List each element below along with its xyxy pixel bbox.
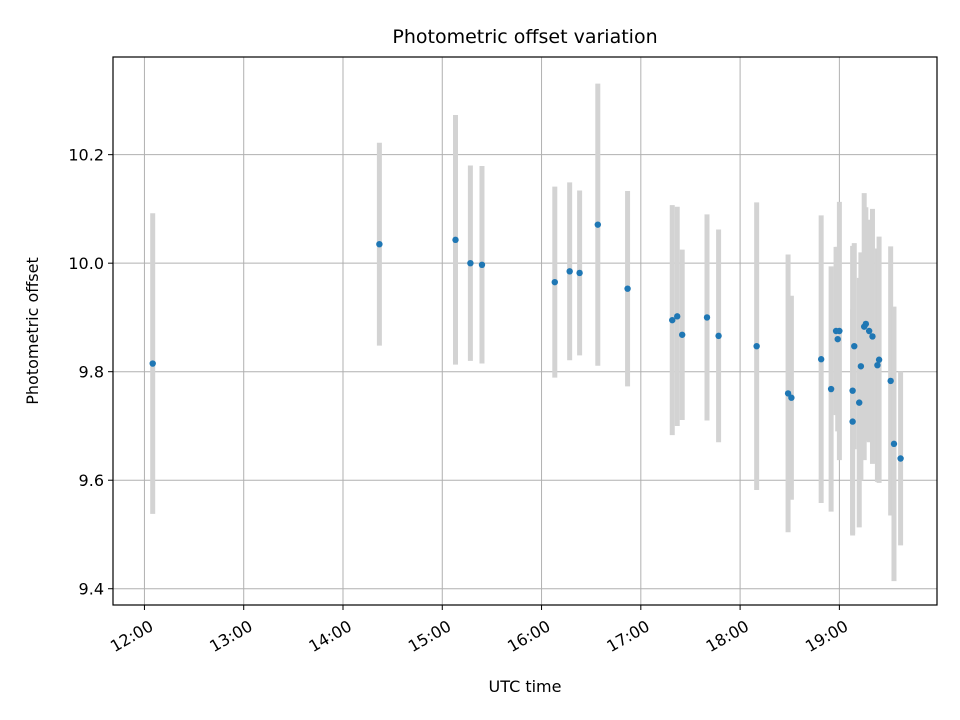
y-tick-label: 10.0 (68, 254, 104, 273)
data-point (576, 269, 583, 277)
data-point (149, 360, 156, 367)
data-point (856, 399, 863, 406)
data-point (851, 342, 858, 350)
data-point (478, 261, 486, 269)
y-axis-label: Photometric offset (23, 257, 42, 405)
data-point (865, 327, 873, 335)
y-tick-label: 10.2 (68, 146, 104, 165)
data-point (849, 387, 856, 394)
data-point (753, 342, 760, 350)
plot-frame (112, 56, 938, 606)
data-point (897, 455, 904, 462)
data-point (890, 440, 898, 448)
x-axis-label: UTC time (489, 677, 562, 696)
data-point (669, 316, 676, 324)
data-point (674, 313, 681, 320)
data-point (594, 221, 602, 228)
data-point (788, 394, 795, 401)
data-point (624, 285, 631, 292)
data-point (817, 356, 825, 363)
data-points (149, 221, 904, 462)
data-point (551, 278, 558, 286)
data-point (784, 390, 792, 397)
data-point (849, 418, 856, 425)
data-point (887, 377, 894, 385)
data-point (376, 240, 383, 248)
chart-title: Photometric offset variation (392, 26, 657, 48)
data-point (566, 268, 573, 275)
y-tick-label: 9.8 (79, 363, 104, 382)
data-point (703, 314, 711, 321)
data-point (452, 236, 459, 244)
data-point (875, 356, 883, 363)
data-point (678, 331, 686, 338)
data-point (715, 332, 722, 340)
y-tick-label: 9.4 (79, 580, 104, 599)
grid-lines (113, 57, 937, 605)
data-point (827, 385, 835, 393)
y-tick-label: 9.6 (79, 471, 104, 490)
data-point (467, 259, 474, 267)
data-point (834, 335, 841, 343)
data-point (857, 363, 865, 370)
data-point (869, 333, 876, 340)
data-point (874, 361, 881, 369)
data-point (836, 327, 843, 335)
data-point (862, 320, 870, 328)
